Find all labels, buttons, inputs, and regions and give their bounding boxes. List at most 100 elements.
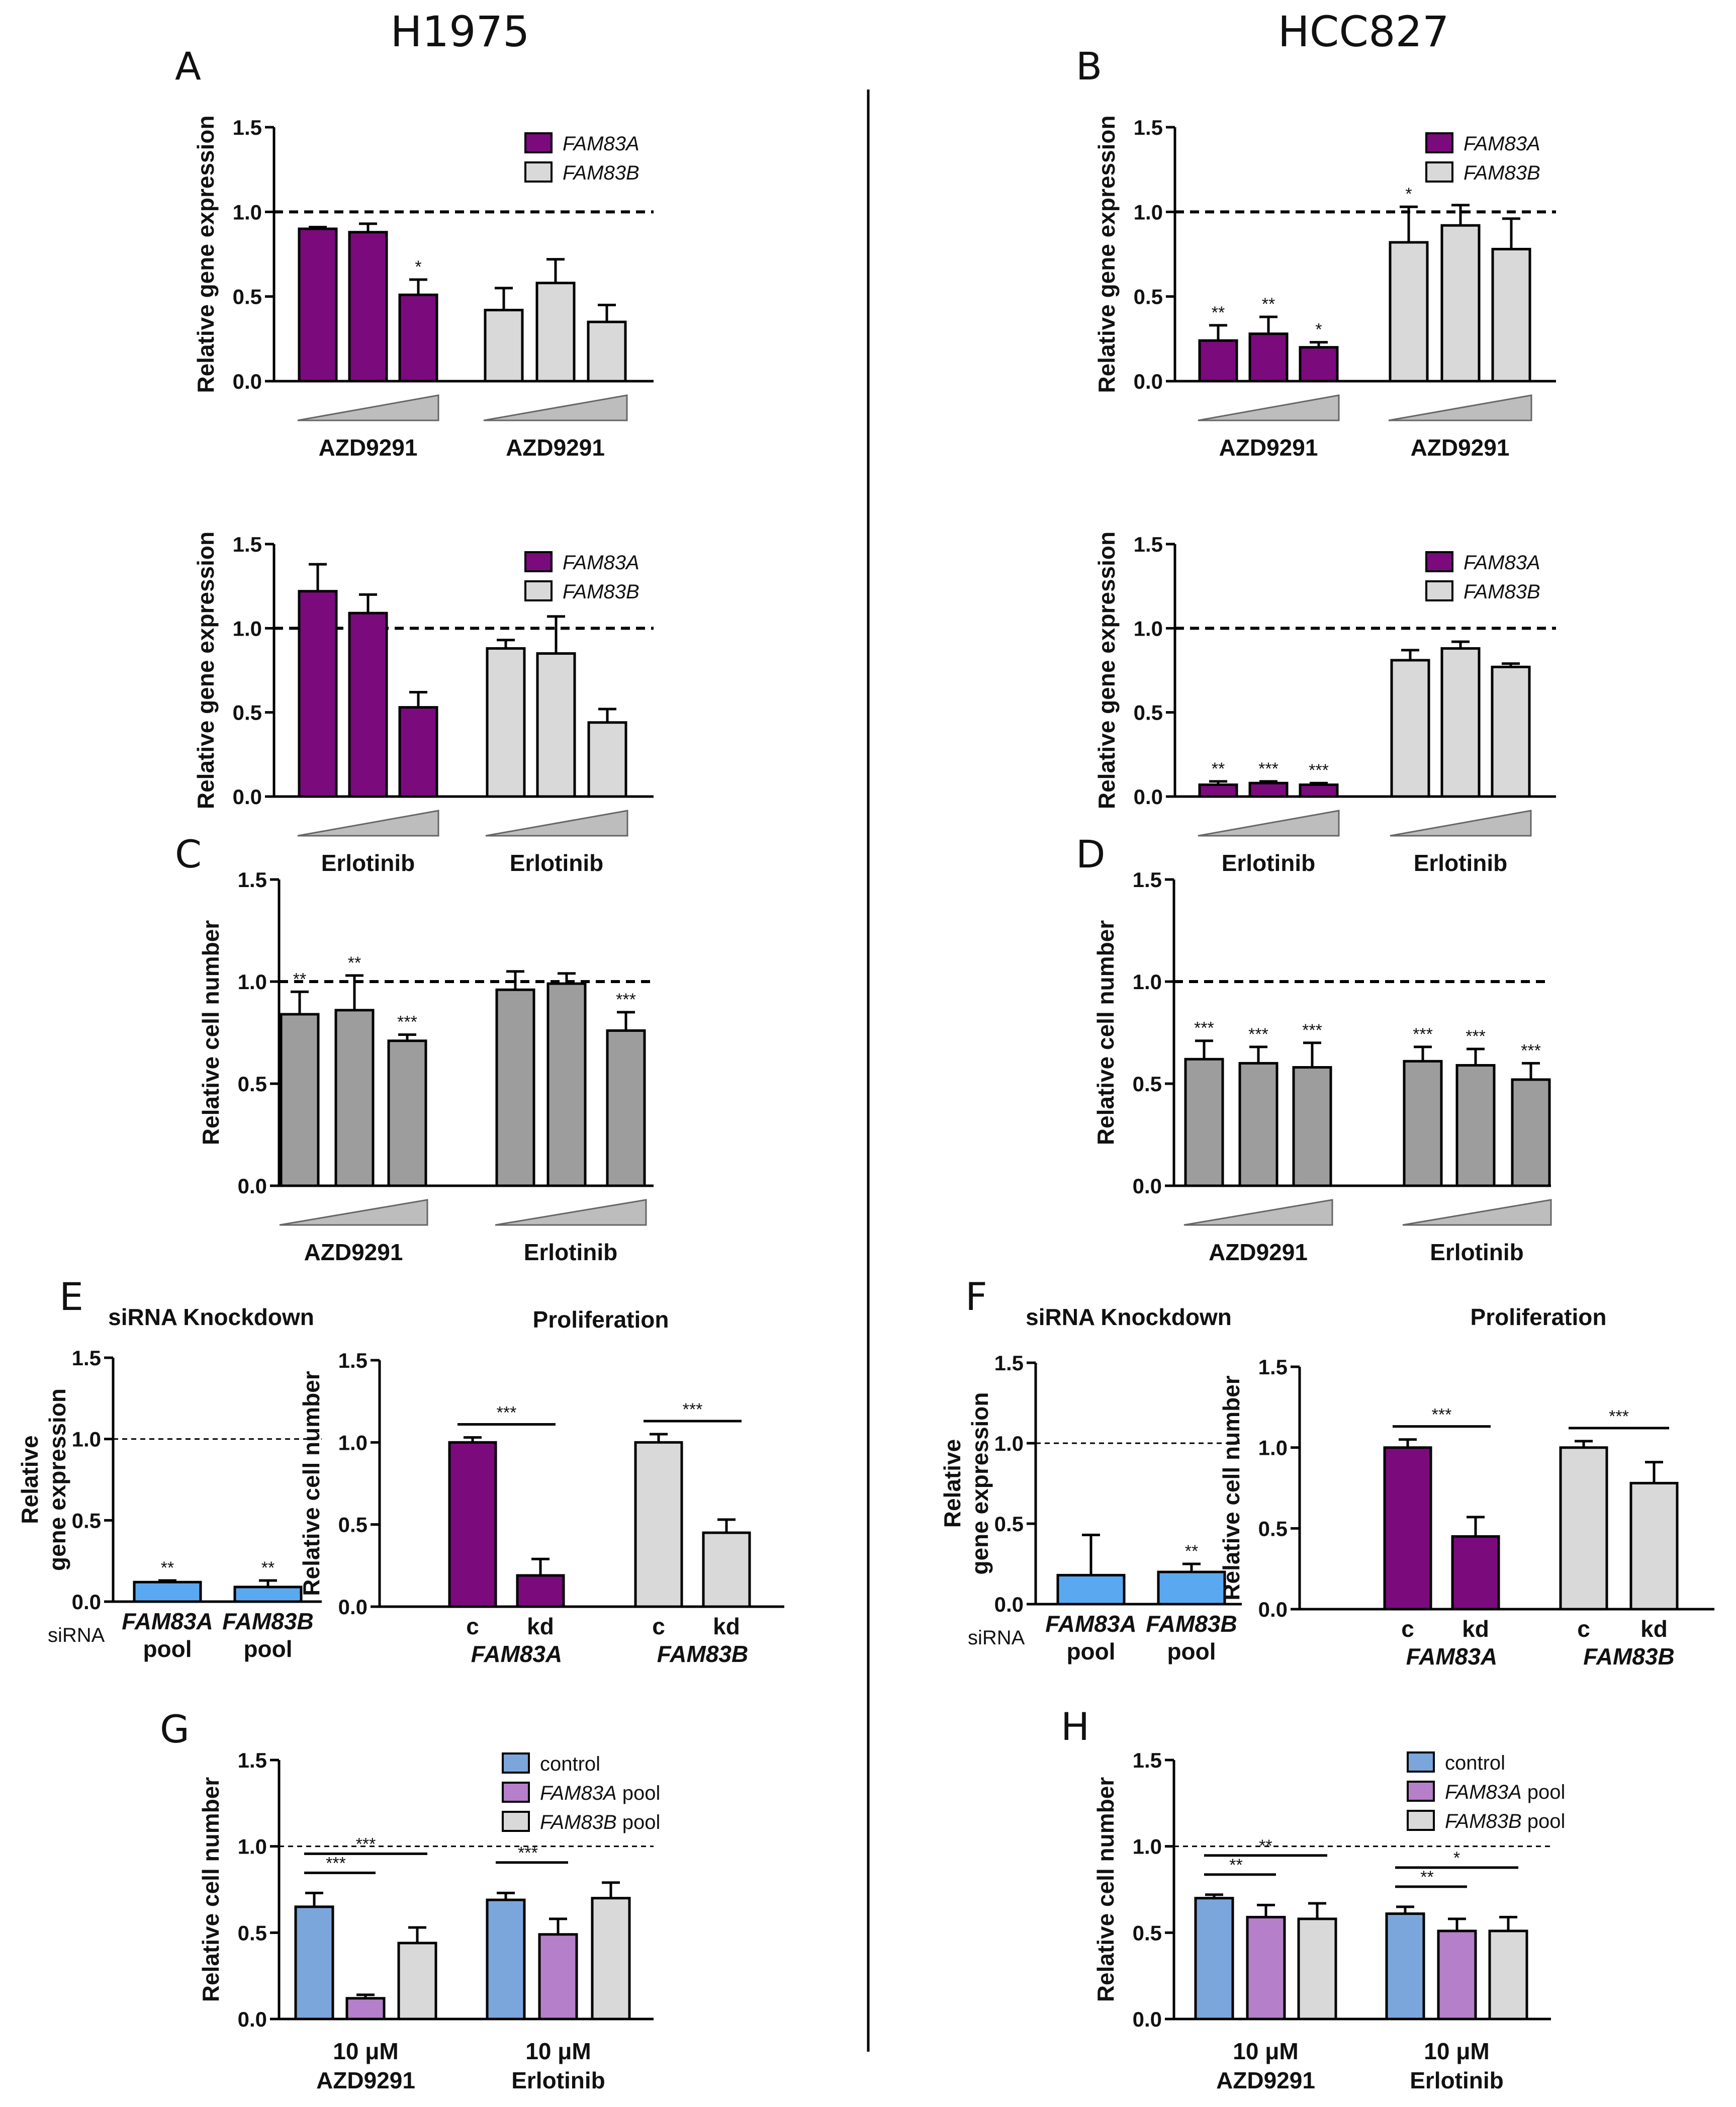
legend-label: FAM83A	[1464, 552, 1540, 574]
y-tick-label: 0.0	[72, 1590, 101, 1614]
significance-star: *	[1405, 185, 1412, 204]
bar-label-sub: pool	[1167, 1638, 1216, 1664]
panel-letter: C	[175, 832, 202, 876]
bar	[587, 721, 627, 798]
y-axis-label: Relative gene expression	[1093, 115, 1120, 393]
group-label-sub: AZD9291	[1216, 2067, 1315, 2093]
bar	[1511, 1078, 1551, 1187]
bar	[334, 1009, 375, 1187]
y-tick-label: 1.0	[72, 1428, 101, 1451]
bar	[1451, 1535, 1500, 1611]
bar-label-sub: pool	[143, 1636, 192, 1662]
group-label: AZD9291	[1411, 434, 1510, 461]
legend-label: FAM83B	[1464, 581, 1540, 603]
bar	[1198, 783, 1238, 798]
y-tick-label: 1.5	[233, 116, 262, 139]
bar	[546, 982, 587, 1187]
bar-label: FAM83A	[122, 1608, 213, 1634]
column-title-left: H1975	[391, 7, 530, 56]
y-tick-label: 1.5	[1134, 533, 1163, 556]
column-title-right: HCC827	[1278, 7, 1449, 56]
group-label: 10 μM	[1424, 2038, 1489, 2064]
gene-label: FAM83A	[1406, 1643, 1497, 1670]
bar	[280, 1013, 320, 1187]
bar	[133, 1581, 202, 1603]
legend-swatch	[1425, 161, 1453, 183]
significance-star: **	[1259, 1836, 1272, 1856]
bar	[397, 1942, 437, 2021]
bar	[1488, 1929, 1528, 2021]
bar	[1299, 346, 1339, 383]
dose-wedge	[279, 1199, 428, 1226]
significance-star: ***	[1521, 1041, 1541, 1060]
bar	[484, 309, 524, 383]
bar	[233, 1586, 303, 1603]
significance-star: **	[1229, 1856, 1242, 1875]
y-tick-label: 0.0	[1133, 1174, 1162, 1198]
bar	[634, 1441, 683, 1608]
bar	[298, 590, 338, 798]
group-label-sub: Erlotinib	[511, 2067, 605, 2093]
legend-swatch	[1407, 1751, 1435, 1773]
panel-letter: G	[160, 1707, 190, 1751]
significance-star: **	[1185, 1542, 1198, 1561]
y-tick-label: 0.0	[233, 785, 262, 809]
significance-star: ***	[1466, 1027, 1486, 1046]
legend-swatch	[524, 580, 553, 601]
y-tick-label: 0.0	[994, 1593, 1024, 1616]
legend-swatch	[1425, 551, 1453, 572]
legend-label: control	[540, 1753, 600, 1775]
panel-letter: F	[965, 1274, 987, 1319]
panel-title: siRNA Knockdown	[108, 1304, 314, 1330]
y-tick-label: 0.5	[1133, 1921, 1162, 1945]
legend-label: FAM83B	[1464, 162, 1540, 184]
bar	[387, 1039, 427, 1187]
significance-star: *	[415, 257, 421, 277]
dose-wedge	[485, 810, 628, 837]
panel-a-azd: A 0.0 0.5 1.0 1.5 Relative gene expression * AZ…	[175, 44, 654, 461]
bar	[1299, 783, 1339, 798]
bar	[345, 1997, 386, 2021]
dose-wedge	[1198, 394, 1340, 421]
panel-title: Proliferation	[533, 1306, 669, 1333]
y-tick-label: 1.5	[1134, 116, 1163, 139]
bar	[348, 231, 388, 383]
bar-label: FAM83A	[1045, 1611, 1136, 1637]
panel-letter: H	[1061, 1704, 1089, 1749]
group-label: Erlotinib	[510, 850, 604, 876]
y-axis-label: Relative cell number	[198, 1777, 224, 2002]
panel-a-erl: 0.0 0.5 1.0 1.5 Relative gene expression Erlo…	[193, 532, 654, 876]
panel-d: D 0.0 0.5 1.0 1.5 Relative cell number *** *** *…	[1076, 832, 1552, 1265]
significance-star: ***	[356, 1834, 376, 1854]
panel-title: siRNA Knockdown	[1026, 1304, 1232, 1330]
gene-label: FAM83A	[471, 1641, 562, 1667]
bar	[538, 1933, 578, 2021]
group-label: AZD9291	[506, 434, 605, 461]
y-axis-label: Relative	[17, 1435, 43, 1524]
dose-wedge	[1402, 1199, 1552, 1226]
y-tick-label: 0.0	[1134, 785, 1163, 809]
dose-wedge	[1390, 810, 1532, 837]
bar	[1056, 1573, 1126, 1606]
y-tick-label: 1.5	[338, 1349, 368, 1372]
significance-star: ***	[1248, 1025, 1268, 1044]
legend-label: FAM83A pool	[540, 1782, 660, 1804]
bar	[1491, 665, 1531, 798]
group-label: 10 μM	[1233, 2038, 1298, 2064]
y-tick-label: 1.0	[233, 200, 262, 224]
panel-letter: E	[59, 1274, 83, 1319]
dose-wedge	[495, 1199, 647, 1226]
bar	[1390, 659, 1430, 798]
significance-star: ***	[1309, 761, 1329, 780]
significance-star: ***	[1432, 1406, 1452, 1425]
significance-star: ***	[397, 1013, 417, 1032]
group-label: 10 μM	[333, 2038, 398, 2064]
bar	[298, 227, 338, 383]
significance-star: ***	[326, 1854, 346, 1873]
group-label: Erlotinib	[524, 1239, 618, 1265]
y-tick-label: 1.0	[1134, 617, 1163, 640]
significance-star: **	[261, 1558, 275, 1577]
bar-label: c	[1577, 1616, 1590, 1642]
